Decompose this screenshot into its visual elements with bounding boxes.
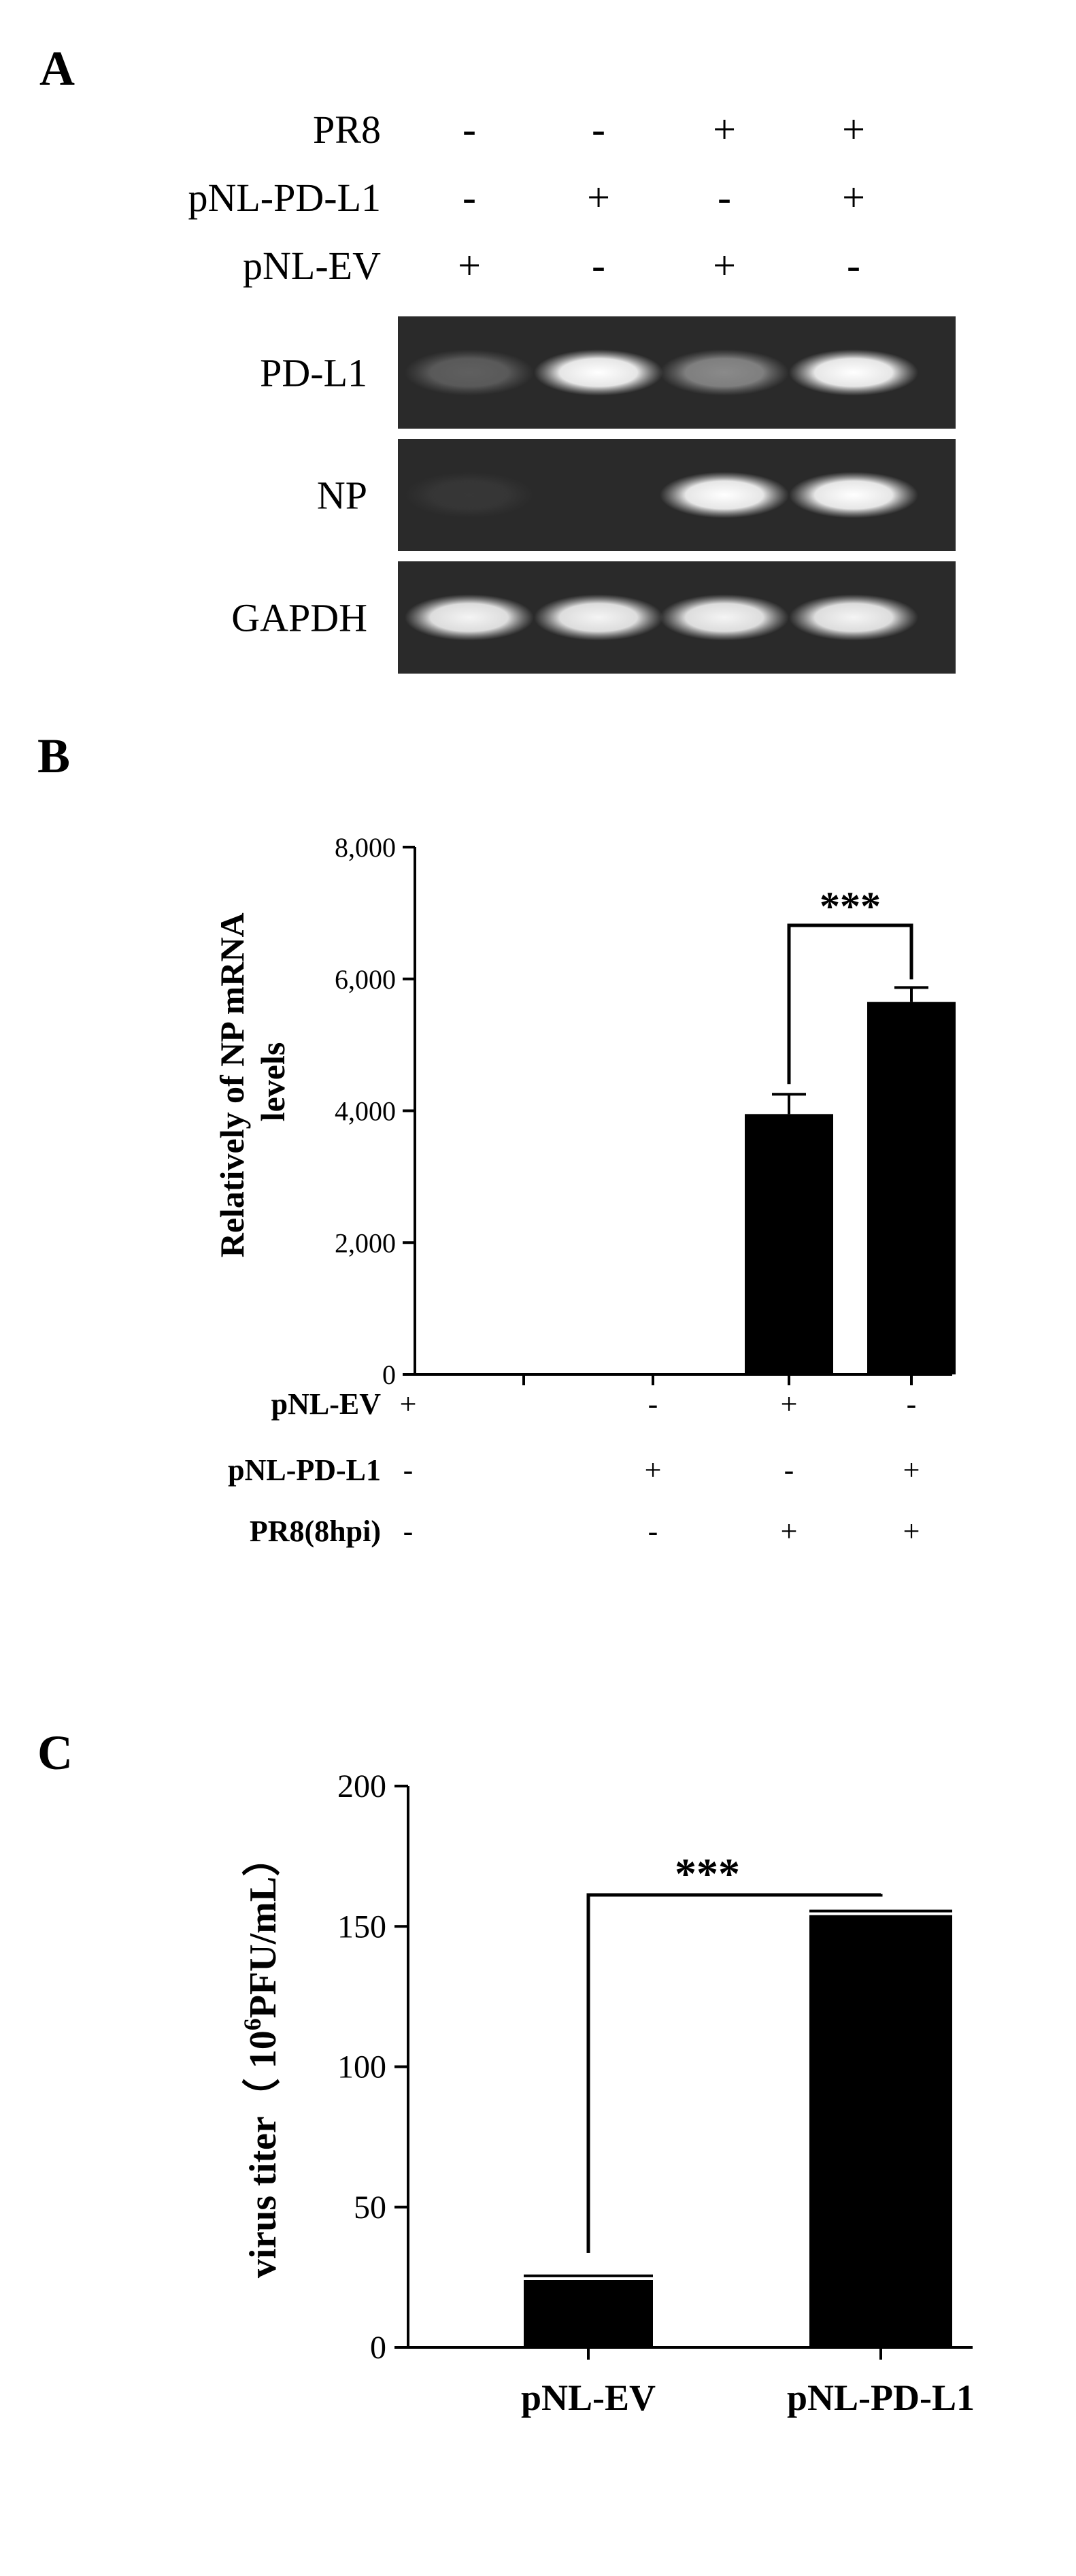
condition-sign: - bbox=[592, 107, 605, 152]
bar bbox=[524, 2280, 653, 2347]
condition-sign: + bbox=[713, 107, 736, 152]
significance-bracket bbox=[586, 1893, 883, 2253]
panel-c: C virus titer（ 106PFU/mL） 0 50 100 150 200 pN… bbox=[37, 1725, 975, 2418]
band bbox=[660, 594, 789, 641]
condition-sign: - bbox=[463, 175, 476, 220]
panel-c-x-tick-label: pNL-PD-L1 bbox=[787, 2377, 975, 2418]
band bbox=[660, 349, 789, 396]
panel-c-x-tick-label: pNL-EV bbox=[521, 2377, 656, 2418]
condition-sign: - bbox=[463, 107, 476, 152]
panel-c-y-tick-label: 100 bbox=[337, 2049, 386, 2085]
blot-label-gapdh: GAPDH bbox=[231, 596, 367, 640]
significance-bracket bbox=[787, 923, 913, 1085]
band bbox=[405, 349, 534, 396]
band bbox=[405, 594, 534, 641]
panel-b-condition-sign: - bbox=[648, 1515, 658, 1548]
panel-b-condition-sign: + bbox=[645, 1453, 662, 1487]
panel-b-condition-sign: - bbox=[403, 1453, 414, 1487]
panel-b-condition-sign: + bbox=[781, 1515, 798, 1548]
condition-sign: + bbox=[713, 243, 736, 288]
bar bbox=[867, 1002, 956, 1374]
blot-label-np: NP bbox=[317, 474, 367, 518]
panel-b-condition-sign: - bbox=[403, 1515, 414, 1548]
panel-a-label: A bbox=[39, 42, 75, 96]
panel-b: B Relatively of NP mRNA levels 0 2,000 4,0… bbox=[37, 729, 956, 1548]
band bbox=[405, 472, 534, 518]
panel-b-y-tick-label: 0 bbox=[382, 1359, 396, 1390]
condition-label-pnl-pd-l1: pNL-PD-L1 bbox=[188, 176, 381, 220]
panel-c-y-tick-label: 150 bbox=[337, 1909, 386, 1945]
bar bbox=[745, 1114, 833, 1374]
bar bbox=[809, 1915, 952, 2347]
band bbox=[789, 594, 918, 641]
panel-b-y-tick-label: 6,000 bbox=[335, 964, 396, 995]
condition-sign: + bbox=[842, 107, 865, 152]
significance-stars: *** bbox=[675, 1849, 740, 1898]
panel-c-y-axis-label-prefix: virus titer（ 10 bbox=[241, 2030, 284, 2278]
blot-label-pd-l1: PD-L1 bbox=[260, 351, 367, 395]
panel-b-condition-sign: + bbox=[400, 1387, 417, 1421]
panel-c-chart: 0 50 100 150 200 pNL-EV pNL-PD-L1 *** bbox=[337, 1768, 975, 2418]
condition-label-pnl-ev: pNL-EV bbox=[243, 244, 381, 288]
panel-b-condition-sign: + bbox=[903, 1453, 920, 1487]
band bbox=[789, 472, 918, 518]
panel-c-y-axis-label-superscript: 6 bbox=[239, 2018, 266, 2030]
condition-label-pr8: PR8 bbox=[313, 108, 381, 152]
panel-b-y-tick-label: 4,000 bbox=[335, 1096, 396, 1127]
panel-b-condition-sign: - bbox=[648, 1387, 658, 1421]
condition-sign: + bbox=[842, 175, 865, 220]
panel-b-condition-sign: + bbox=[903, 1515, 920, 1548]
panel-b-y-axis-label-line1: Relatively of NP mRNA bbox=[213, 913, 251, 1258]
panel-b-y-tick-label: 8,000 bbox=[335, 832, 396, 863]
panel-b-condition-sign: - bbox=[784, 1453, 794, 1487]
panel-b-condition-label: pNL-PD-L1 bbox=[228, 1453, 381, 1487]
panel-a-blots: PD-L1 NP GAPDH bbox=[231, 316, 956, 674]
panel-a: A PR8 - - + + pNL-PD-L1 - + - + pNL-EV + - + - PD-L1 NP… bbox=[39, 42, 956, 674]
panel-c-y-axis-label: virus titer（ 106PFU/mL） bbox=[239, 1838, 284, 2278]
panel-b-label: B bbox=[37, 729, 70, 783]
panel-b-y-axis-label-line2: levels bbox=[254, 1042, 292, 1122]
panel-c-y-axis-label-suffix: PFU/mL） bbox=[241, 1838, 284, 2018]
panel-b-condition-label: PR8(8hpi) bbox=[250, 1515, 381, 1548]
panel-b-y-axis-label: Relatively of NP mRNA levels bbox=[213, 906, 292, 1258]
panel-a-conditions: PR8 - - + + pNL-PD-L1 - + - + pNL-EV + - + - bbox=[188, 107, 864, 288]
panel-b-condition-sign: + bbox=[781, 1387, 798, 1421]
condition-sign: - bbox=[592, 243, 605, 288]
panel-b-condition-sign: - bbox=[907, 1387, 917, 1421]
condition-sign: - bbox=[718, 175, 731, 220]
band bbox=[534, 594, 663, 641]
panel-b-y-tick-label: 2,000 bbox=[335, 1227, 396, 1258]
condition-sign: + bbox=[458, 243, 481, 288]
panel-c-y-tick-label: 50 bbox=[354, 2190, 386, 2226]
band bbox=[789, 349, 918, 396]
significance-stars: *** bbox=[820, 884, 881, 929]
panel-c-y-tick-label: 0 bbox=[370, 2330, 386, 2366]
panel-b-condition-label: pNL-EV bbox=[271, 1387, 382, 1421]
condition-sign: - bbox=[847, 243, 860, 288]
band bbox=[660, 472, 789, 518]
band bbox=[534, 349, 663, 396]
panel-c-y-tick-label: 200 bbox=[337, 1768, 386, 1804]
panel-c-label: C bbox=[37, 1725, 73, 1780]
condition-sign: + bbox=[587, 175, 610, 220]
